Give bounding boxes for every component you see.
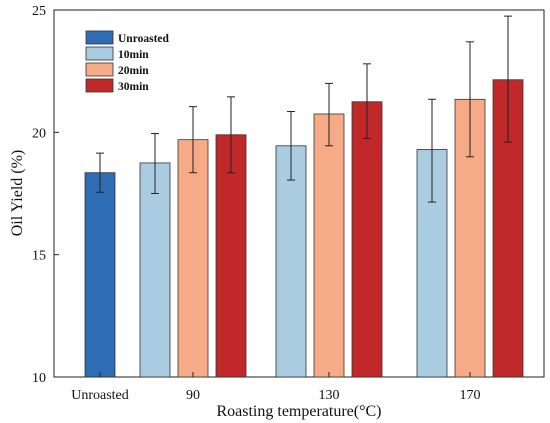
y-tick-label: 15 — [32, 249, 46, 264]
y-tick-label: 25 — [32, 4, 46, 19]
x-tick-label: 130 — [319, 388, 340, 403]
x-tick-label: 90 — [186, 388, 200, 403]
bar-130-30min — [351, 101, 383, 378]
x-tick-label: Unroasted — [71, 388, 129, 403]
bar-90-10min — [139, 162, 171, 378]
legend-swatch-20min — [85, 62, 114, 77]
y-axis-label: Oil Yield (%) — [9, 150, 26, 237]
legend-label-Unroasted: Unroasted — [118, 33, 170, 45]
error-bar-group — [96, 15, 512, 203]
bar-Unroasted-Unroasted — [84, 172, 116, 378]
x-axis-label: Roasting temperature(°C) — [216, 403, 381, 420]
legend: Unroasted 10min 20min 30min — [85, 30, 170, 93]
y-axis-ticks: 10 15 20 25 — [32, 4, 59, 386]
bar-90-30min — [215, 134, 247, 378]
legend-label-20min: 20min — [118, 65, 149, 77]
x-tick-label: 170 — [460, 388, 481, 403]
y-tick-label: 10 — [32, 371, 46, 386]
legend-swatch-10min — [85, 46, 114, 61]
y-tick-label: 20 — [32, 126, 46, 141]
legend-swatch-Unroasted — [85, 30, 114, 45]
legend-swatch-30min — [85, 78, 114, 93]
legend-label-30min: 30min — [118, 81, 149, 93]
bar-130-20min — [313, 113, 345, 378]
bar-group — [84, 79, 524, 378]
legend-label-10min: 10min — [118, 49, 149, 61]
bar-130-10min — [275, 145, 307, 378]
x-axis-ticks: Unroasted 90 130 170 — [71, 372, 481, 403]
bar-170-10min — [416, 149, 448, 378]
bar-90-20min — [177, 139, 209, 378]
